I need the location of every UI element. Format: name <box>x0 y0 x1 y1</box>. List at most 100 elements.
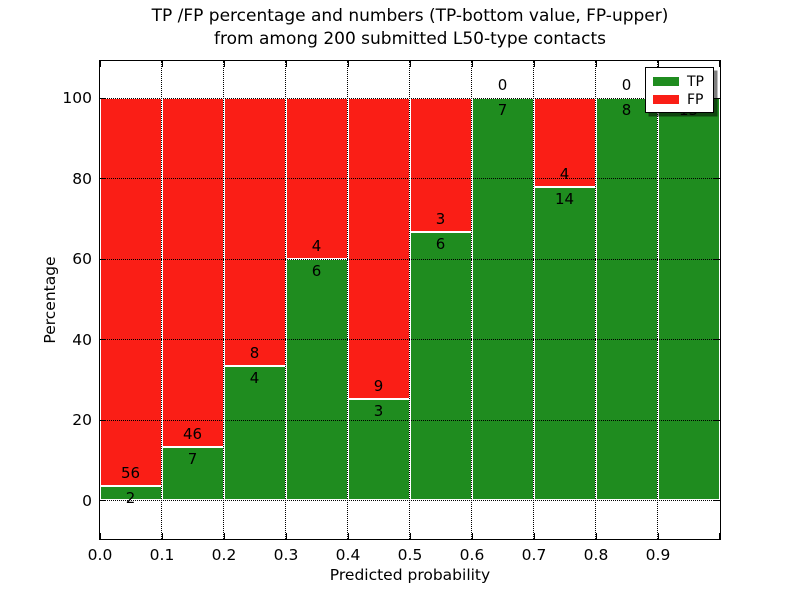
tick-mark <box>347 532 349 539</box>
bar-count-label-fp: 8 <box>249 343 260 362</box>
grid-line-x <box>161 60 162 539</box>
y-tick-label: 80 <box>72 169 92 188</box>
bar-segment-fp <box>347 97 410 400</box>
x-tick-label: 0.3 <box>273 546 299 564</box>
bar-count-label-tp: 3 <box>373 402 384 421</box>
grid-line-x <box>285 60 286 539</box>
tick-mark <box>718 532 720 539</box>
legend-item-fp: FP <box>653 91 713 108</box>
tick-mark <box>713 178 720 179</box>
chart-title-line-1: TP /FP percentage and numbers (TP-bottom… <box>151 6 669 26</box>
bar-segment-tp <box>347 399 410 500</box>
bar-segment-fp <box>161 97 224 447</box>
y-tick-label: 40 <box>72 330 92 349</box>
y-tick-label: 20 <box>72 411 92 429</box>
bar-count-label-fp: 4 <box>311 236 322 255</box>
bar-segment-tp <box>471 97 534 500</box>
tick-mark <box>223 60 225 67</box>
tick-mark <box>718 60 720 67</box>
bar-count-label-fp: 3 <box>435 209 446 228</box>
bar-segment-fp <box>99 97 162 487</box>
grid-line-y <box>99 178 720 179</box>
bar-count-label-tp: 6 <box>311 261 322 280</box>
bar-count-label-tp: 14 <box>554 189 575 208</box>
chart-title-line-2: from among 200 submitted L50-type contac… <box>214 29 606 49</box>
bar-count-label-tp: 7 <box>187 449 198 468</box>
bar-segment-tp <box>409 231 472 500</box>
grid-line-x <box>471 60 472 539</box>
fp-legend-swatch <box>653 95 679 104</box>
grid-line-y <box>99 339 720 340</box>
bar-count-label-tp: 6 <box>435 234 446 253</box>
plot-area: 562467844693360741408013 <box>98 59 721 540</box>
x-tick-label: 0.9 <box>645 546 671 564</box>
bar-segment-tp <box>223 365 286 500</box>
bar-segment-tp <box>285 258 348 500</box>
tick-mark <box>713 419 720 421</box>
tick-mark <box>713 97 720 99</box>
tick-mark <box>595 532 597 539</box>
x-tick-label: 0.0 <box>87 546 113 564</box>
bar-count-label-fp: 46 <box>182 424 203 443</box>
grid-line-x <box>347 60 348 539</box>
bar-count-label-tp: 2 <box>125 489 136 508</box>
x-tick-label: 0.4 <box>335 546 361 564</box>
tick-mark <box>99 500 106 501</box>
grid-line-y <box>99 500 720 501</box>
tick-mark <box>99 60 101 67</box>
bar-count-label-tp: 8 <box>621 100 632 119</box>
bar-segment-fp <box>409 97 472 232</box>
tick-mark <box>161 532 163 539</box>
bar-segment-tp <box>533 186 596 500</box>
fp-legend-label: FP <box>687 91 704 108</box>
tick-mark <box>99 178 106 179</box>
grid-line-x <box>595 60 596 539</box>
tick-mark <box>285 532 287 539</box>
x-tick-label: 0.2 <box>211 546 237 564</box>
tick-mark <box>713 500 720 501</box>
bar-count-label-fp: 0 <box>621 75 632 94</box>
tick-mark <box>409 60 411 67</box>
tick-mark <box>533 60 535 67</box>
tick-mark <box>533 532 535 539</box>
bar-count-label-fp: 0 <box>497 75 508 94</box>
tick-mark <box>347 60 349 67</box>
tick-mark <box>99 419 106 421</box>
grid-line-y <box>99 97 720 99</box>
y-tick-label: 100 <box>62 89 92 107</box>
bar-segment-fp <box>533 97 596 187</box>
bar-count-label-fp: 9 <box>373 377 384 396</box>
bar-segment-tp <box>161 446 224 500</box>
grid-line-x <box>533 60 534 539</box>
x-tick-label: 0.8 <box>583 546 609 564</box>
bar-segment-tp <box>657 97 720 500</box>
y-tick-label: 0 <box>82 491 92 510</box>
bar-count-label-fp: 4 <box>559 164 570 183</box>
bar-count-label-tp: 7 <box>497 100 508 119</box>
legend-item-tp: TP <box>653 73 713 90</box>
tick-mark <box>595 60 597 67</box>
bar-segment-fp <box>223 97 286 366</box>
bar-count-label-tp: 4 <box>249 368 260 387</box>
tick-mark <box>409 532 411 539</box>
x-tick-label: 0.1 <box>149 546 175 564</box>
x-tick-label: 0.7 <box>521 546 547 564</box>
tp-legend-label: TP <box>687 73 704 90</box>
tick-mark <box>713 258 720 260</box>
bar-count-label-fp: 56 <box>120 464 141 483</box>
tick-mark <box>657 532 659 539</box>
x-tick-label: 0.5 <box>397 546 423 564</box>
tp-legend-swatch <box>653 77 679 86</box>
grid-line-x <box>223 60 224 539</box>
grid-line-x <box>657 60 658 539</box>
tick-mark <box>99 97 106 99</box>
tick-mark <box>713 339 720 340</box>
chart-title: TP /FP percentage and numbers (TP-bottom… <box>100 5 720 51</box>
grid-line-y <box>99 258 720 260</box>
bar-segment-tp <box>595 97 658 500</box>
tick-mark <box>99 339 106 340</box>
y-tick-label: 60 <box>72 250 92 268</box>
grid-line-y <box>99 419 720 421</box>
x-axis-label: Predicted probability <box>329 566 491 584</box>
